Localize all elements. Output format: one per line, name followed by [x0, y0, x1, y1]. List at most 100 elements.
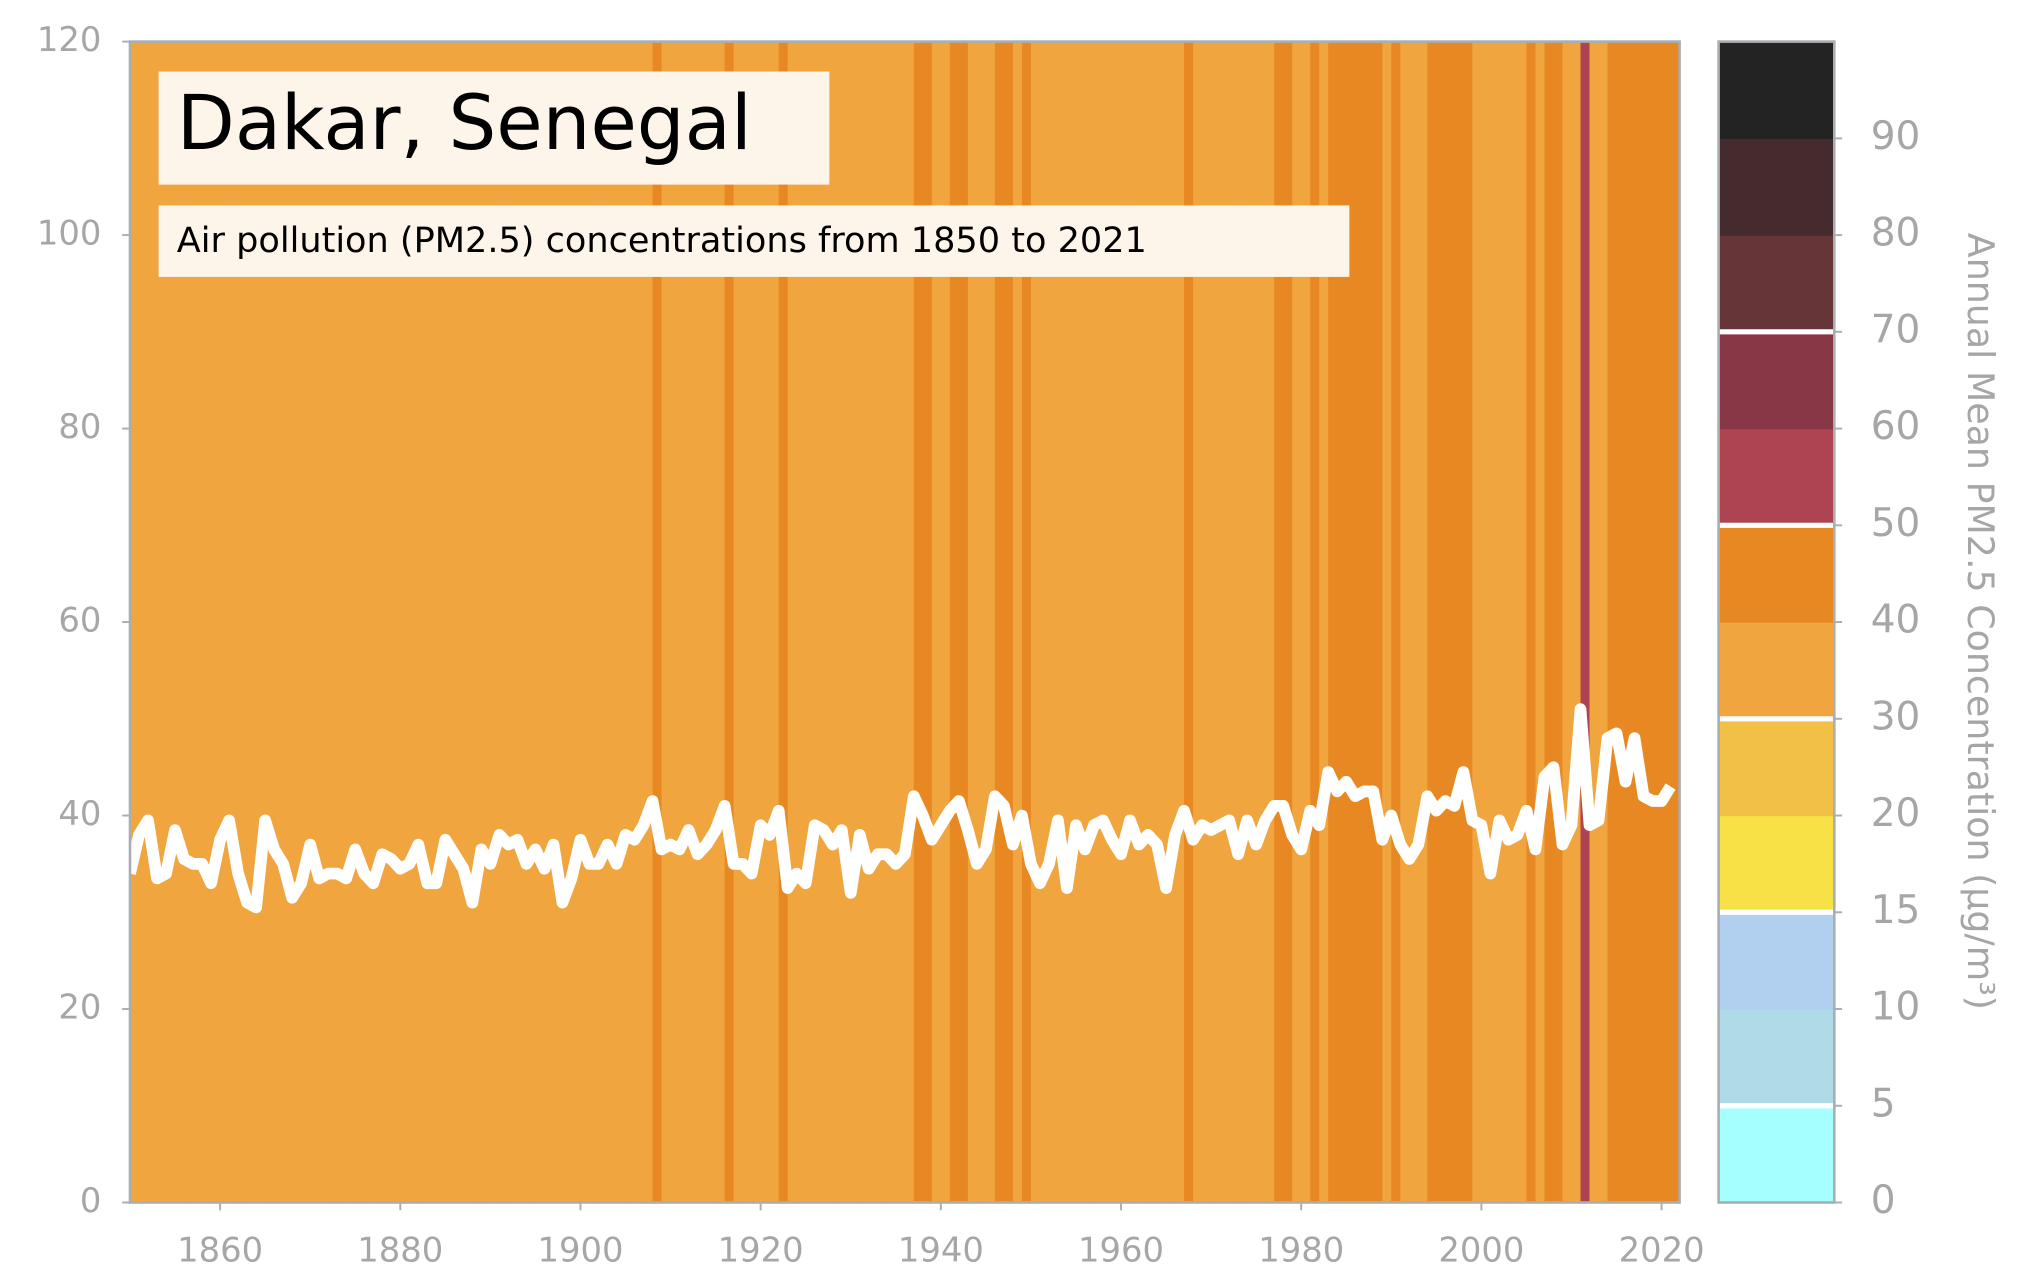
- stripe: [1265, 41, 1275, 1203]
- y-tick-label: 120: [37, 20, 102, 59]
- stripe: [130, 41, 140, 1203]
- stripe: [598, 41, 609, 1203]
- stripe: [1490, 41, 1501, 1203]
- stripe: [1418, 41, 1429, 1203]
- stripe: [616, 41, 627, 1203]
- stripe: [1454, 41, 1465, 1203]
- stripe: [571, 41, 582, 1203]
- colorbar-swatch: [1718, 428, 1835, 526]
- stripe: [319, 41, 329, 1203]
- y-tick-label: 20: [58, 988, 101, 1027]
- stripe: [1030, 41, 1041, 1203]
- pm25-line: [130, 703, 1676, 914]
- x-tick-label: 2000: [1438, 1230, 1524, 1269]
- stripe: [1598, 41, 1609, 1203]
- stripe: [1391, 41, 1402, 1203]
- colorbar-tick-label: 15: [1871, 888, 1921, 933]
- stripe: [868, 41, 879, 1203]
- stripe: [184, 41, 194, 1203]
- colorbar-swatch: [1718, 331, 1835, 430]
- stripe: [706, 41, 717, 1203]
- stripe: [1364, 41, 1375, 1203]
- colorbar-label: Annual Mean PM2.5 Concentration (μg/m³): [1959, 233, 2002, 1010]
- stripe: [1075, 41, 1086, 1203]
- stripe: [877, 41, 888, 1203]
- stripe: [859, 41, 870, 1203]
- y-tick-label: 80: [58, 407, 101, 446]
- stripe: [949, 41, 960, 1203]
- stripe: [1093, 41, 1104, 1203]
- stripe: [724, 41, 735, 1203]
- colorbar-tick-label: 0: [1871, 1178, 1896, 1223]
- stripe: [274, 41, 284, 1203]
- stripe: [1003, 41, 1014, 1203]
- stripe: [1544, 41, 1555, 1203]
- stripe: [1463, 41, 1474, 1203]
- stripe: [1202, 41, 1212, 1203]
- stripe: [1193, 41, 1203, 1203]
- colorbar-swatch: [1718, 1009, 1835, 1107]
- stripe: [454, 41, 465, 1203]
- x-tick-label: 1960: [1078, 1230, 1164, 1269]
- stripe: [1012, 41, 1023, 1203]
- stripe: [1337, 41, 1348, 1203]
- stripe: [1211, 41, 1221, 1203]
- stripe: [985, 41, 996, 1203]
- stripe: [166, 41, 176, 1203]
- stripe: [337, 41, 348, 1203]
- stripe: [247, 41, 257, 1203]
- stripe: [1066, 41, 1077, 1203]
- stripe: [220, 41, 230, 1203]
- stripe: [688, 41, 699, 1203]
- stripe: [1526, 41, 1537, 1203]
- stripe: [391, 41, 402, 1203]
- stripe: [967, 41, 978, 1203]
- stripe: [625, 41, 636, 1203]
- stripe: [1634, 41, 1645, 1203]
- stripe: [850, 41, 861, 1203]
- stripe: [301, 41, 311, 1203]
- colorbar-tick-label: 20: [1871, 791, 1921, 836]
- stripe: [1643, 41, 1654, 1203]
- colorbar-swatch: [1718, 41, 1835, 139]
- stripe: [508, 41, 519, 1203]
- stripe: [994, 41, 1005, 1203]
- stripe: [742, 41, 753, 1203]
- stripe: [499, 41, 510, 1203]
- stripe: [1346, 41, 1357, 1203]
- stripe: [1382, 41, 1393, 1203]
- stripe: [1427, 41, 1438, 1203]
- stripe: [1571, 41, 1582, 1203]
- chart-title: Dakar, Senegal: [177, 79, 752, 167]
- stripe: [148, 41, 158, 1203]
- stripe: [697, 41, 708, 1203]
- stripe: [1517, 41, 1528, 1203]
- stripe: [805, 41, 816, 1203]
- stripe: [346, 41, 357, 1203]
- stripe: [409, 41, 420, 1203]
- stripe: [643, 41, 654, 1203]
- stripe: [1103, 41, 1113, 1203]
- x-tick-label: 1980: [1258, 1230, 1344, 1269]
- stripe: [796, 41, 807, 1203]
- x-tick-label: 1920: [718, 1230, 804, 1269]
- stripe: [526, 41, 537, 1203]
- stripe: [382, 41, 393, 1203]
- y-tick-label: 100: [37, 214, 102, 253]
- stripe: [1445, 41, 1456, 1203]
- stripe: [814, 41, 825, 1203]
- x-tick-label: 1860: [177, 1230, 263, 1269]
- stripe: [1274, 41, 1284, 1203]
- stripe: [1175, 41, 1185, 1203]
- x-tick-label: 1880: [357, 1230, 443, 1269]
- stripe: [481, 41, 492, 1203]
- stripe: [1355, 41, 1366, 1203]
- stripe: [670, 41, 681, 1203]
- stripe: [976, 41, 987, 1203]
- colorbar-swatch: [1718, 235, 1835, 333]
- colorbar-tick-label: 80: [1871, 211, 1921, 256]
- stripe: [1481, 41, 1492, 1203]
- stripe: [256, 41, 266, 1203]
- stripe: [1112, 41, 1122, 1203]
- stripe: [1616, 41, 1627, 1203]
